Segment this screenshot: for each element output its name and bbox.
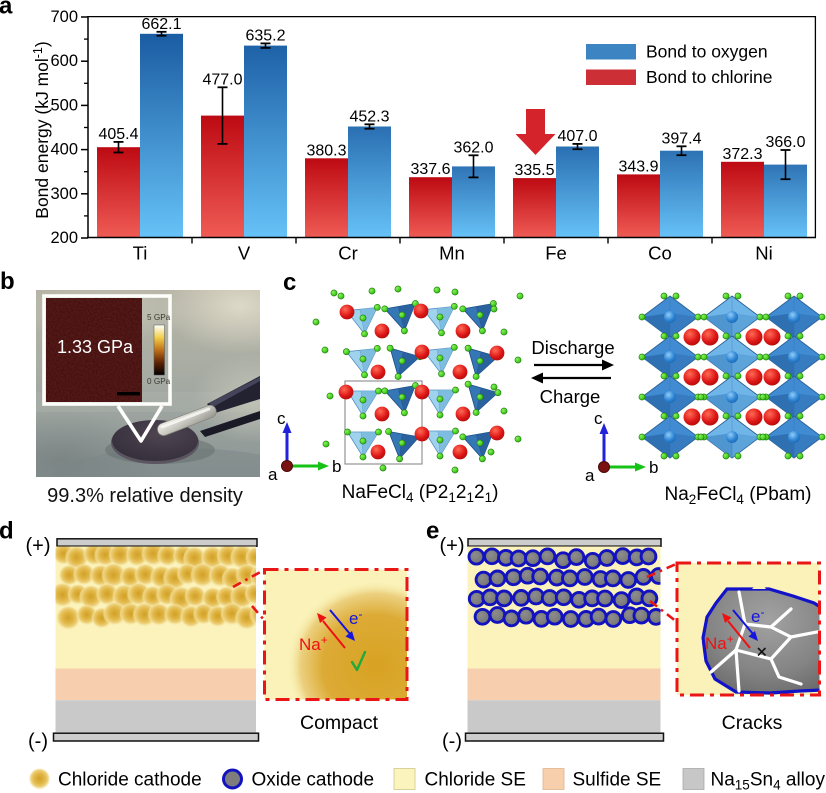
svg-text:5 GPa: 5 GPa xyxy=(147,313,171,322)
svg-text:477.0: 477.0 xyxy=(202,71,242,88)
svg-text:Co: Co xyxy=(648,243,672,264)
svg-text:300: 300 xyxy=(50,185,78,203)
svg-text:Ni: Ni xyxy=(755,243,772,264)
svg-text:366.0: 366.0 xyxy=(765,134,805,151)
svg-text:635.2: 635.2 xyxy=(245,27,285,44)
svg-text:405.4: 405.4 xyxy=(98,126,138,143)
svg-text:c: c xyxy=(277,409,286,428)
svg-text:1.33 GPa: 1.33 GPa xyxy=(57,337,134,357)
svg-text:Discharge: Discharge xyxy=(531,337,614,358)
svg-text:Chloride SE: Chloride SE xyxy=(425,770,526,791)
svg-text:0 GPa: 0 GPa xyxy=(147,377,171,386)
svg-text:(+): (+) xyxy=(26,535,51,557)
svg-text:a: a xyxy=(585,466,595,485)
svg-text:Mn: Mn xyxy=(439,243,465,264)
svg-text:Fe: Fe xyxy=(545,243,567,264)
svg-text:Bond to chlorine: Bond to chlorine xyxy=(646,67,772,87)
svg-text:Cr: Cr xyxy=(338,243,358,264)
svg-text:500: 500 xyxy=(50,96,78,114)
svg-text:Ti: Ti xyxy=(133,243,148,264)
svg-text:NaFeCl4 (P212121): NaFeCl4 (P212121) xyxy=(342,482,499,505)
svg-text:337.6: 337.6 xyxy=(410,161,450,178)
svg-text:c: c xyxy=(594,409,603,428)
svg-text:397.4: 397.4 xyxy=(661,130,701,147)
svg-text:Na15Sn4 alloy: Na15Sn4 alloy xyxy=(711,770,826,793)
svg-text:Sulfide SE: Sulfide SE xyxy=(573,770,662,791)
svg-text:Na+: Na+ xyxy=(299,633,328,654)
svg-text:407.0: 407.0 xyxy=(557,128,597,145)
svg-text:700: 700 xyxy=(50,8,78,26)
svg-text:a: a xyxy=(268,465,278,484)
svg-text:335.5: 335.5 xyxy=(514,162,554,179)
svg-text:Oxide cathode: Oxide cathode xyxy=(252,770,375,791)
svg-text:99.3% relative density: 99.3% relative density xyxy=(47,485,243,507)
svg-text:Charge: Charge xyxy=(540,386,601,407)
svg-text:Na+: Na+ xyxy=(705,632,734,653)
svg-text:d: d xyxy=(0,518,14,545)
svg-text:362.0: 362.0 xyxy=(453,139,493,156)
svg-text:Compact: Compact xyxy=(300,712,379,734)
svg-text:b: b xyxy=(0,268,15,295)
svg-text:V: V xyxy=(238,243,251,264)
svg-text:b: b xyxy=(649,458,658,477)
svg-text:372.3: 372.3 xyxy=(722,146,762,163)
svg-text:400: 400 xyxy=(50,141,78,159)
svg-text:(-): (-) xyxy=(28,731,48,753)
svg-text:200: 200 xyxy=(50,229,78,247)
svg-text:b: b xyxy=(332,457,341,476)
svg-text:662.1: 662.1 xyxy=(141,16,181,33)
svg-text:(-): (-) xyxy=(442,731,462,753)
svg-text:Chloride cathode: Chloride cathode xyxy=(58,770,202,791)
svg-text:e: e xyxy=(426,518,439,545)
svg-text:a: a xyxy=(0,0,13,20)
svg-text:452.3: 452.3 xyxy=(349,108,389,125)
svg-text:380.3: 380.3 xyxy=(306,142,346,159)
svg-text:Cracks: Cracks xyxy=(722,712,783,734)
svg-text:Bond energy (kJ mol-1): Bond energy (kJ mol-1) xyxy=(31,41,52,218)
svg-text:600: 600 xyxy=(50,52,78,70)
svg-text:c: c xyxy=(283,269,296,296)
svg-text:343.9: 343.9 xyxy=(618,158,658,175)
svg-text:Na2FeCl4 (Pbam): Na2FeCl4 (Pbam) xyxy=(664,484,811,507)
svg-text:(+): (+) xyxy=(440,535,465,557)
svg-text:Bond to oxygen: Bond to oxygen xyxy=(646,42,768,62)
